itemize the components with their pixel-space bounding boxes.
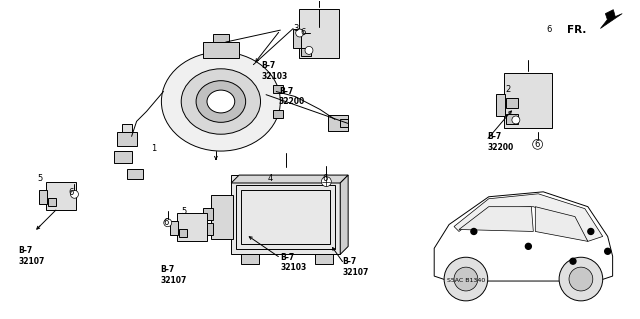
Bar	[241, 190, 330, 244]
Ellipse shape	[207, 90, 235, 113]
Text: 6: 6	[547, 25, 552, 34]
Text: 5: 5	[37, 174, 42, 183]
Polygon shape	[434, 192, 612, 281]
Bar	[236, 185, 335, 249]
Text: B-7
32107: B-7 32107	[160, 265, 186, 285]
Circle shape	[569, 267, 593, 291]
Circle shape	[454, 267, 478, 291]
Text: B-7
32107: B-7 32107	[342, 257, 369, 277]
Ellipse shape	[161, 52, 280, 151]
Text: 6: 6	[534, 140, 540, 149]
Circle shape	[570, 258, 576, 264]
Ellipse shape	[196, 81, 246, 122]
Circle shape	[532, 139, 543, 149]
Bar	[231, 175, 340, 254]
Bar	[46, 182, 76, 210]
Bar	[328, 115, 348, 131]
Bar	[241, 254, 259, 264]
Bar	[273, 85, 284, 93]
Bar	[340, 119, 348, 127]
Circle shape	[605, 248, 611, 254]
Bar	[127, 169, 143, 179]
Bar	[116, 132, 136, 146]
Bar	[506, 114, 518, 124]
Polygon shape	[535, 207, 588, 241]
Circle shape	[512, 116, 520, 124]
Circle shape	[444, 257, 488, 301]
Bar	[177, 213, 207, 241]
Bar	[316, 254, 333, 264]
Circle shape	[588, 228, 594, 234]
Circle shape	[305, 46, 313, 54]
Polygon shape	[340, 175, 348, 254]
Text: 6: 6	[323, 174, 328, 183]
Bar	[204, 208, 213, 220]
Circle shape	[321, 177, 332, 187]
Text: B-7
32200: B-7 32200	[279, 86, 305, 106]
Text: 6: 6	[68, 188, 74, 197]
Circle shape	[70, 190, 79, 198]
Text: S5AC B1340: S5AC B1340	[447, 278, 485, 283]
Text: B-7
32103: B-7 32103	[280, 253, 307, 272]
Polygon shape	[454, 194, 603, 241]
Bar	[496, 94, 505, 116]
Text: 5: 5	[181, 207, 186, 216]
Circle shape	[525, 243, 531, 249]
Text: 3: 3	[293, 24, 299, 33]
Bar	[48, 198, 56, 206]
Bar	[170, 221, 179, 235]
Text: FR.: FR.	[568, 25, 587, 35]
Text: B-7
32107: B-7 32107	[19, 246, 45, 266]
Bar	[293, 29, 301, 48]
Circle shape	[559, 257, 603, 301]
Text: 6: 6	[164, 218, 169, 227]
Bar	[114, 151, 132, 163]
Bar	[299, 9, 339, 58]
Bar	[122, 124, 132, 132]
Bar	[204, 223, 213, 234]
Polygon shape	[459, 207, 533, 232]
Text: 6: 6	[301, 28, 306, 37]
Bar	[39, 190, 47, 204]
Bar	[203, 42, 239, 58]
Bar	[504, 73, 552, 128]
Ellipse shape	[181, 69, 260, 134]
Bar	[179, 229, 187, 237]
Bar	[213, 34, 229, 42]
Bar	[506, 98, 518, 108]
Bar	[301, 48, 311, 56]
Circle shape	[164, 219, 172, 227]
Text: 1: 1	[151, 144, 156, 153]
Text: 4: 4	[268, 174, 273, 183]
Text: B-7
32103: B-7 32103	[262, 61, 288, 81]
Polygon shape	[231, 175, 348, 183]
Bar	[211, 195, 233, 240]
Text: B-7
32200: B-7 32200	[488, 132, 514, 152]
Text: 2: 2	[505, 85, 511, 94]
Bar	[273, 110, 284, 118]
Circle shape	[296, 29, 303, 37]
Circle shape	[471, 228, 477, 234]
Polygon shape	[600, 10, 622, 28]
